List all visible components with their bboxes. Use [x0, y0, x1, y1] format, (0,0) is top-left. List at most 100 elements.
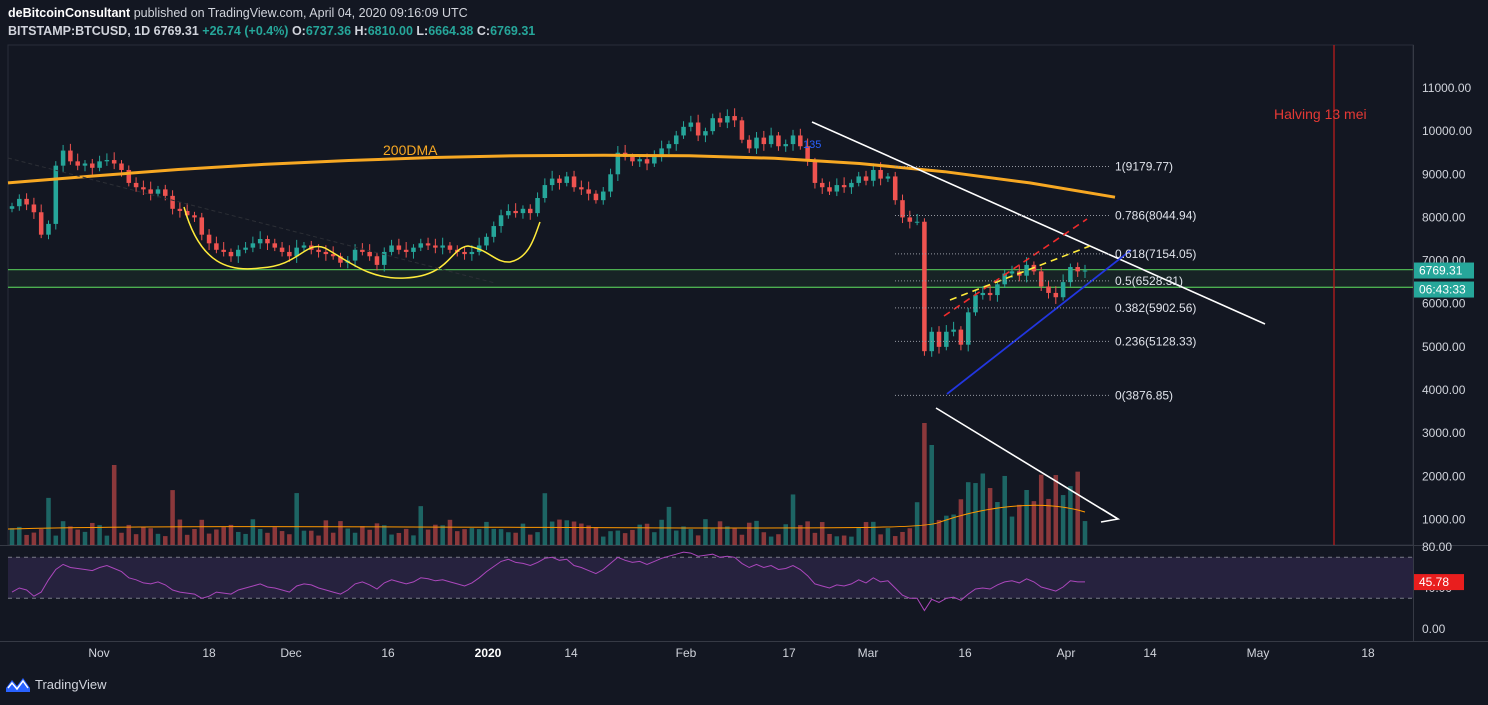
volume-bar [345, 528, 351, 545]
volume-bar [710, 528, 715, 545]
candle-body [491, 226, 497, 237]
candle-body [703, 131, 708, 136]
candle-body [783, 144, 788, 147]
candle-body [104, 160, 110, 162]
candle-body [878, 169, 883, 179]
last-price-tag [1414, 262, 1474, 279]
brand-label: TradingView [35, 676, 107, 692]
candle-body [243, 247, 248, 250]
volume-bar [279, 531, 285, 545]
volume-bar [90, 522, 95, 545]
volume-bar [498, 529, 504, 545]
tradingview-logo-icon [6, 678, 30, 692]
candle-body [819, 182, 825, 188]
volume-bar [579, 523, 584, 545]
volume-bar [338, 521, 343, 545]
time-tick-label: 18 [1361, 646, 1375, 660]
candle-body [141, 187, 146, 190]
volume-bar [1009, 516, 1015, 545]
candle-body [382, 251, 387, 265]
candle-body [615, 152, 621, 175]
volume-bar [38, 529, 44, 545]
candle-body [367, 251, 372, 257]
candle-body [360, 249, 365, 252]
volume-bar [666, 506, 672, 545]
volume-bar [1031, 501, 1037, 545]
volume-bar [111, 465, 117, 545]
candle-body [542, 185, 548, 199]
volume-series [7, 423, 1088, 545]
volume-bar [973, 483, 978, 545]
fib-level-label: 0.618(7154.05) [1115, 247, 1196, 261]
volume-bar [352, 532, 358, 545]
volume-bar [768, 536, 774, 545]
volume-bar [746, 522, 752, 545]
candle-body [1002, 273, 1007, 285]
candle-body [710, 118, 715, 132]
symbol-label[interactable]: BITSTAMP:BTCUSD, 1D [8, 24, 151, 38]
volume-bar [206, 533, 212, 545]
volume-bar [425, 529, 431, 545]
candle-body [936, 331, 942, 347]
candle-body [732, 116, 737, 121]
volume-bar [250, 519, 256, 545]
candle-body [761, 137, 767, 145]
volume-bar [133, 534, 139, 545]
candle-body [688, 122, 694, 127]
volume-bar [681, 526, 686, 545]
candle-body [798, 135, 803, 147]
candle-body [97, 161, 102, 168]
candle-body [148, 189, 153, 194]
candle-body [323, 251, 329, 255]
volume-bar [695, 535, 701, 545]
candle-body [885, 176, 891, 179]
volume-bar [527, 534, 533, 545]
volume-bar [126, 524, 132, 545]
volume-bar [783, 524, 788, 545]
volume-bar [476, 529, 482, 545]
volume-bar [761, 532, 767, 545]
candle-body [133, 182, 139, 188]
candle-body [739, 120, 745, 140]
candle-body [163, 189, 168, 196]
volume-bar [892, 536, 898, 545]
price-tick-label: 3000.00 [1422, 426, 1466, 440]
candle-body [973, 295, 978, 313]
tradingview-brand[interactable]: TradingView [6, 676, 107, 692]
candle-body [250, 243, 256, 248]
volume-bar [119, 532, 124, 545]
candle-body [498, 215, 504, 227]
candle-body [316, 249, 321, 252]
open-value: 6737.36 [305, 24, 352, 38]
candle-body [892, 176, 898, 201]
time-tick-label: 18 [202, 646, 216, 660]
yellow-dashed-line [949, 245, 1091, 301]
cup-handle-curve [183, 206, 541, 279]
volume-bar [703, 519, 708, 545]
candle-body [1053, 292, 1059, 298]
candle-body [294, 247, 299, 257]
candle-body [433, 245, 438, 248]
volume-bar [732, 528, 737, 545]
volume-bar [586, 525, 591, 545]
candle-body [1024, 264, 1029, 276]
volume-bar [644, 523, 650, 545]
last-price-tag-label: 6769.31 [1419, 264, 1463, 278]
volume-bar [9, 528, 15, 545]
volume-bar [462, 529, 467, 545]
rsi-band [8, 557, 1413, 599]
author-name[interactable]: deBitcoinConsultant [8, 6, 131, 20]
candle-body [652, 157, 657, 164]
candle-body [944, 331, 949, 347]
volume-bar [1024, 489, 1029, 545]
volume-bar [593, 527, 599, 545]
candle-body [630, 157, 635, 162]
volume-bar [447, 519, 453, 545]
time-tick-label: Mar [858, 646, 879, 660]
volume-bar [739, 534, 745, 545]
candle-body [805, 146, 810, 162]
candle-body [586, 189, 591, 194]
volume-bar [805, 521, 810, 545]
volume-bar [951, 514, 956, 545]
